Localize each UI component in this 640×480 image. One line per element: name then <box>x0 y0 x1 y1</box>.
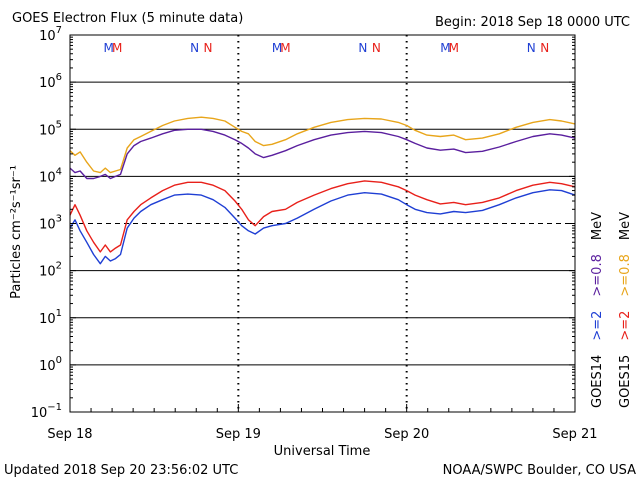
series-goes14-0-8-mev <box>69 128 576 180</box>
marker-m: M <box>272 41 282 55</box>
marker-m: M <box>440 41 450 55</box>
y-tick-label: 106 <box>39 72 62 91</box>
y-tick-label: 107 <box>39 25 62 44</box>
manoeuvre-markers: MM N N MM N N MM N N <box>104 41 550 55</box>
x-axis-ticks: Sep 18 Sep 19 Sep 20 Sep 21 <box>47 404 598 442</box>
legend-row-goes15: GOES15>=2>=0.8MeV <box>618 212 633 408</box>
marker-n: N <box>358 41 367 55</box>
x-tick-label: Sep 21 <box>552 427 597 442</box>
y-tick-label: 10−1 <box>31 402 62 421</box>
legend-text: GOES14>=2>=0.8MeV <box>590 212 605 408</box>
marker-m: M <box>280 41 290 55</box>
series-goes15-0-8-mev <box>69 116 576 174</box>
y-tick-label: 104 <box>39 166 62 185</box>
marker-m: M <box>104 41 114 55</box>
y-tick-label: 105 <box>39 119 62 138</box>
marker-n: N <box>190 41 199 55</box>
marker-n: N <box>540 41 549 55</box>
marker-m: M <box>449 41 459 55</box>
credit: NOAA/SWPC Boulder, CO USA <box>443 463 636 478</box>
gridlines <box>70 81 575 366</box>
chart-title: GOES Electron Flux (5 minute data) <box>12 11 243 26</box>
y-axis-ticks: 107 106 105 104 103 102 101 100 10−1 <box>31 25 575 421</box>
marker-m: M <box>112 41 122 55</box>
legend: GOES14>=2>=0.8MeV GOES15>=2>=0.8MeV <box>590 212 633 408</box>
x-axis-label: Universal Time <box>274 444 371 459</box>
marker-n: N <box>527 41 536 55</box>
x-tick-label: Sep 20 <box>384 427 429 442</box>
begin-time: Begin: 2018 Sep 18 0000 UTC <box>435 15 630 30</box>
series-goes15-2-mev <box>69 180 576 253</box>
y-tick-label: 102 <box>39 261 62 280</box>
y-tick-label: 101 <box>39 308 62 327</box>
updated-timestamp: Updated 2018 Sep 20 23:56:02 UTC <box>4 463 238 478</box>
x-tick-label: Sep 18 <box>47 427 92 442</box>
marker-n: N <box>372 41 381 55</box>
y-tick-label: 103 <box>39 214 62 233</box>
y-axis-label: Particles cm⁻²s⁻¹sr⁻¹ <box>9 165 24 299</box>
x-tick-label: Sep 19 <box>216 427 261 442</box>
legend-text: GOES15>=2>=0.8MeV <box>618 212 633 408</box>
series-lines <box>69 116 576 265</box>
legend-row-goes14: GOES14>=2>=0.8MeV <box>590 212 605 408</box>
marker-n: N <box>204 41 213 55</box>
series-goes14-2-mev <box>69 189 576 265</box>
y-tick-label: 100 <box>39 355 62 374</box>
